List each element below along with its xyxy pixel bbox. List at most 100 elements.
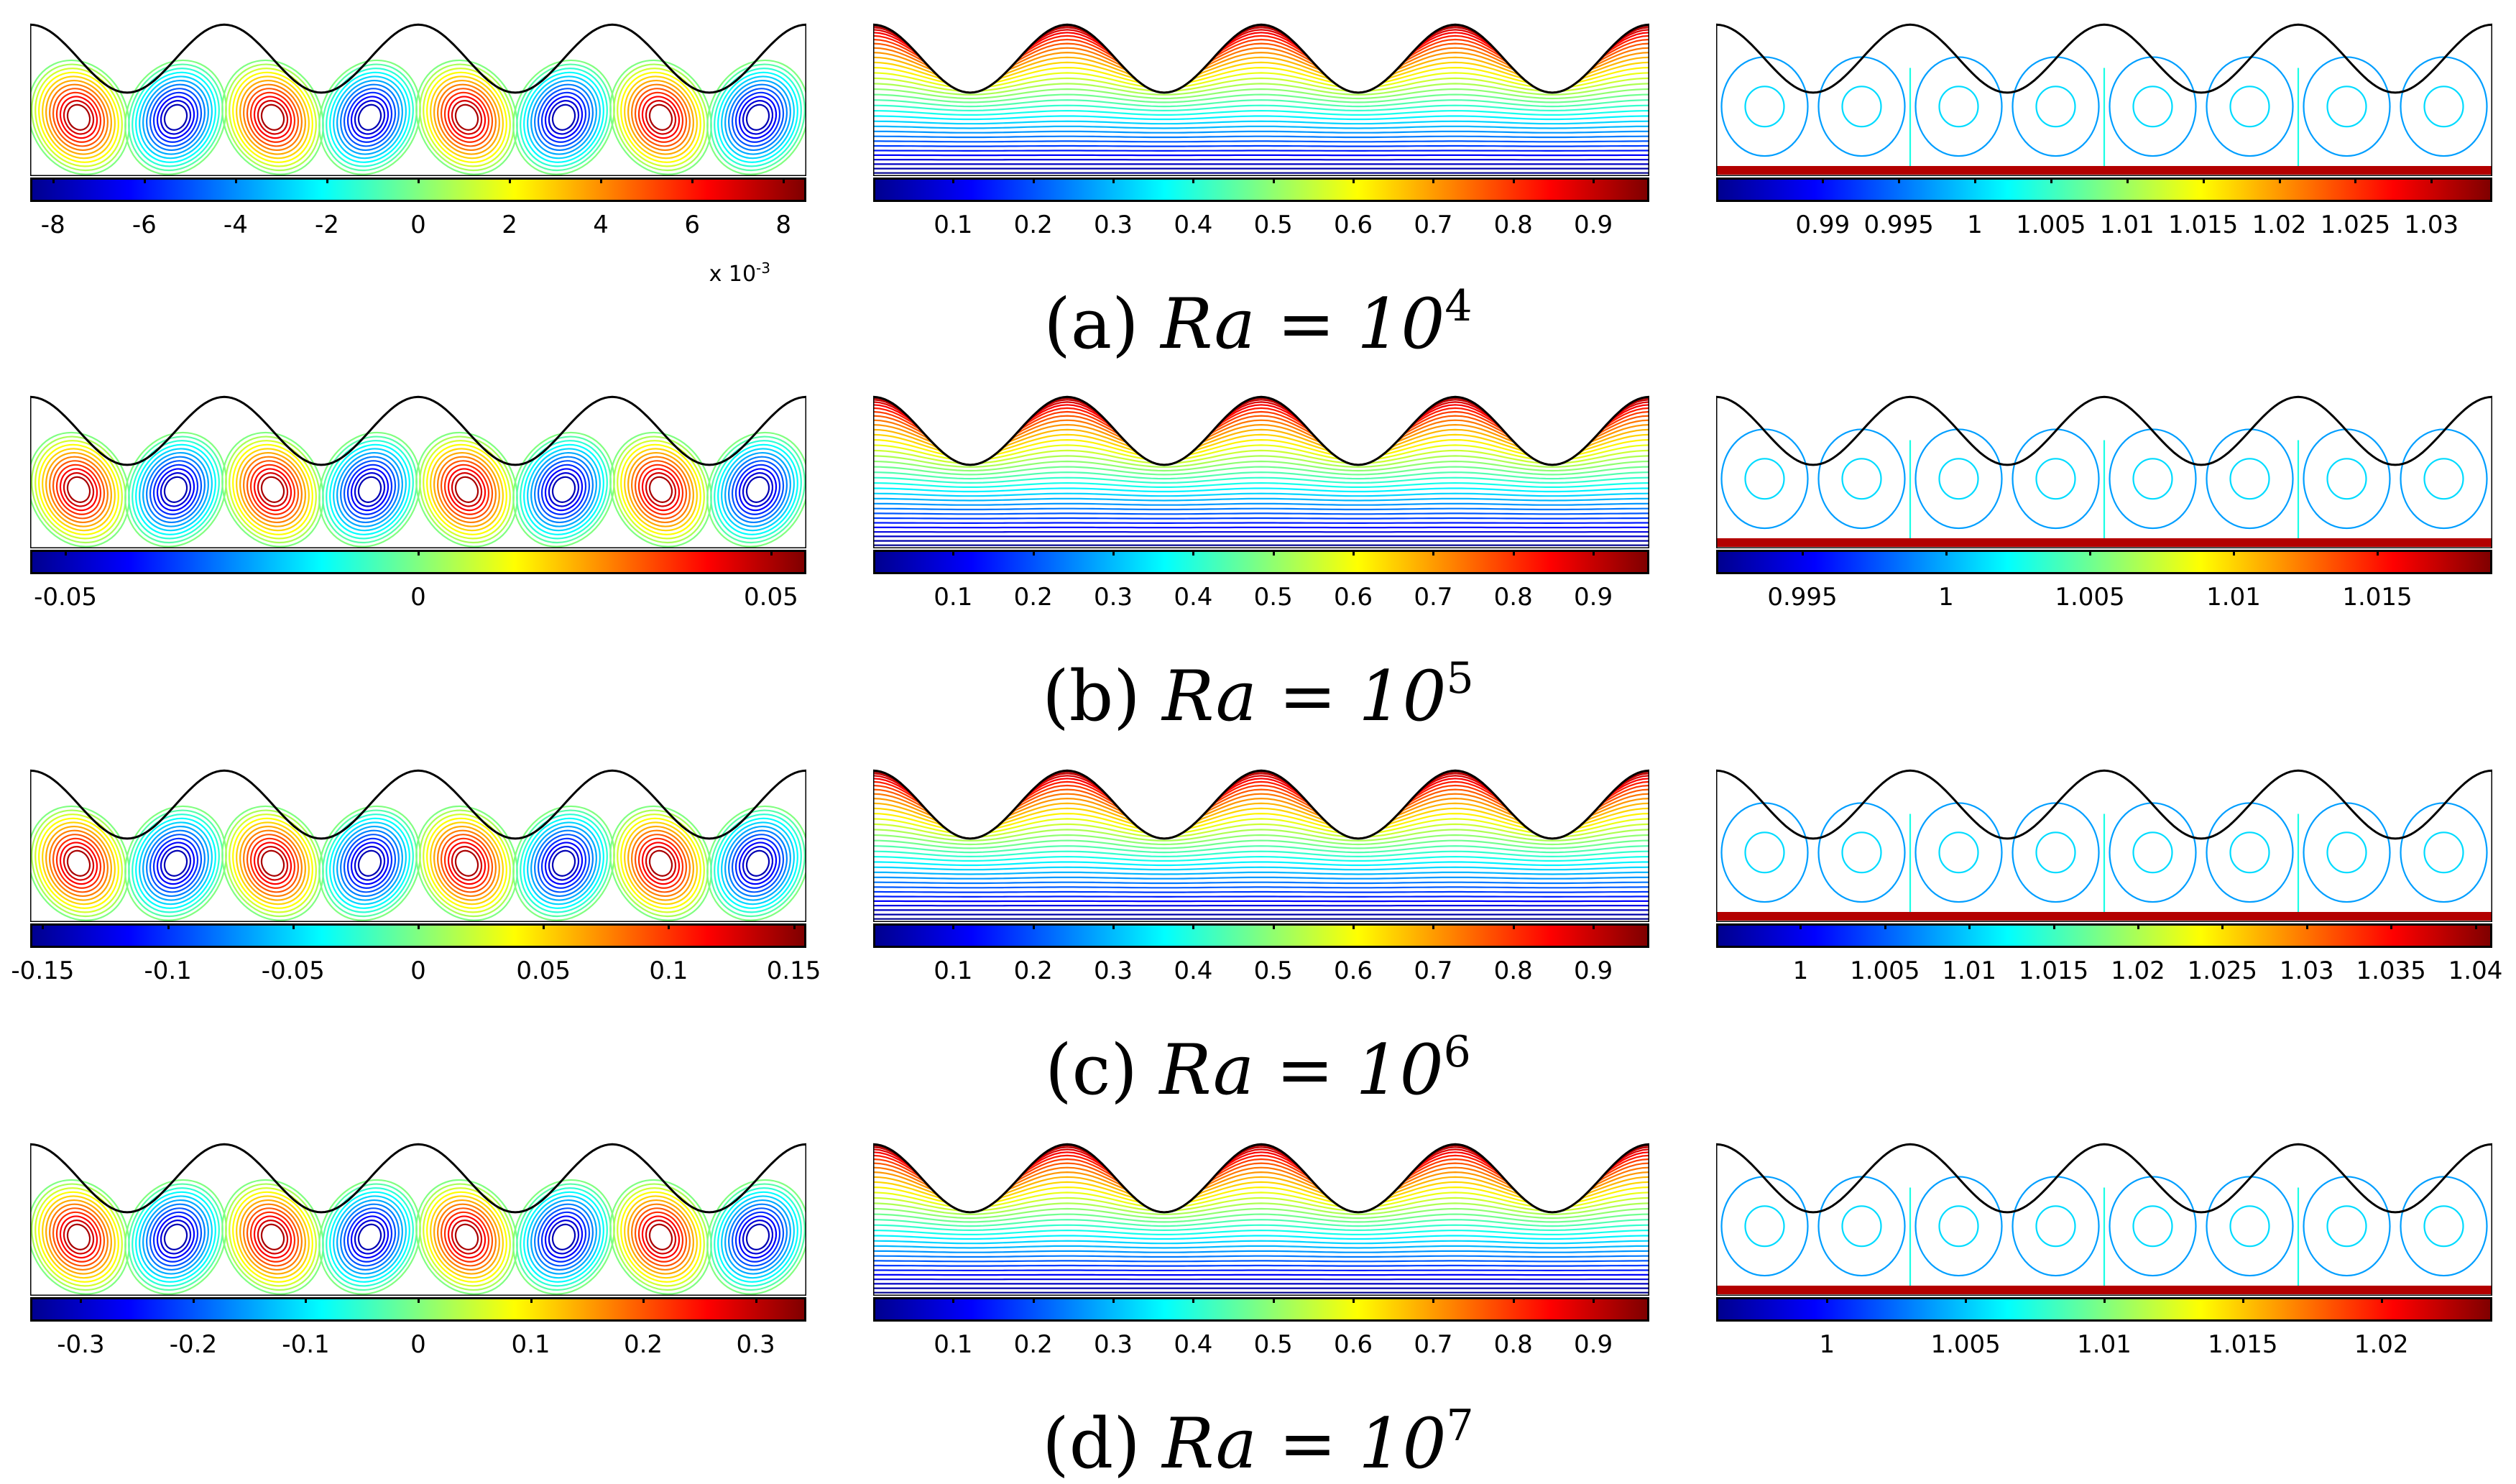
colorbar-tick-label: 0.1 [934, 1330, 973, 1359]
colorbar-tick-label: 0.2 [623, 1330, 663, 1359]
contour-lines [30, 431, 806, 548]
colorbar-tick-mark [2390, 923, 2393, 929]
colorbar-tick-label: 0.4 [1174, 957, 1213, 985]
colorbar-tick-label: 0.2 [1013, 583, 1053, 612]
contour-lines [873, 1143, 1649, 1294]
caption-label: (b) [1042, 656, 1141, 737]
caption-exponent: 6 [1443, 1027, 1471, 1077]
colorbar-tick-mark [2103, 1297, 2106, 1303]
caption-rayleigh: Ra = 10 [1161, 284, 1445, 364]
concentration-panel: 0.99 0.995 1 1.005 1.01 1.015 1.02 1.025 1.03 [1716, 22, 2492, 258]
cavity-outline [30, 23, 806, 176]
concentration-colorbar [1716, 178, 2492, 202]
colorbar-tick-mark [1432, 178, 1435, 183]
temperature-contour-plot [873, 1143, 1649, 1296]
colorbar-tick-label: 0.05 [744, 583, 798, 612]
colorbar-tick-mark [1112, 178, 1115, 183]
colorbar-tick-mark [1432, 923, 1435, 929]
colorbar-tick-mark [1192, 923, 1195, 929]
colorbar-tick-label: 0.1 [649, 957, 688, 985]
colorbar-tick-mark [1800, 923, 1802, 929]
temperature-contour-plot [873, 769, 1649, 922]
colorbar-tick-label: 0.7 [1414, 583, 1453, 612]
temperature-colorbar [873, 178, 1649, 202]
colorbar-tick-label: 0.4 [1174, 1330, 1213, 1359]
colorbar-tick-label: 1.03 [2404, 211, 2459, 239]
colorbar-tick-label: 1.015 [2018, 957, 2089, 985]
colorbar-tick-label: 0.4 [1174, 211, 1213, 239]
colorbar-tick-mark [1432, 550, 1435, 556]
colorbar-tick-mark [2474, 923, 2477, 929]
cavity-outline [30, 395, 806, 548]
colorbar-tick-label: 1.015 [2208, 1330, 2278, 1359]
colorbar-tick-label: -0.1 [144, 957, 192, 985]
temperature-colorbar [873, 1297, 1649, 1322]
colorbar-tick-label: -6 [132, 211, 157, 239]
colorbar-tick-mark [2430, 178, 2433, 183]
row-caption: (c) Ra = 106 [0, 1027, 2516, 1110]
temperature-panel: 0.1 0.2 0.3 0.4 0.5 0.6 0.7 0.8 0.9 [873, 768, 1649, 1004]
colorbar-tick-mark [192, 1297, 195, 1303]
temperature-contour-plot [873, 395, 1649, 548]
cavity-outline [1716, 23, 2492, 176]
colorbar-tick-label: 0.7 [1414, 211, 1453, 239]
colorbar-tick-label: 1 [1938, 583, 1954, 612]
colorbar-tick-label: 0.2 [1013, 1330, 1053, 1359]
colorbar-tick-mark [509, 178, 512, 183]
colorbar-tick-label: 0.1 [934, 211, 973, 239]
colorbar-tick-mark [2126, 178, 2129, 183]
colorbar-tick-mark [2278, 178, 2281, 183]
colorbar-tick-label: -0.2 [169, 1330, 218, 1359]
colorbar-tick-label: 0.995 [1767, 583, 1838, 612]
colorbar-tick-mark [770, 550, 773, 556]
contour-lines [873, 396, 1649, 546]
colorbar-tick-label: 0.3 [1093, 1330, 1133, 1359]
cavity-outline [1716, 1143, 2492, 1296]
colorbar-tick-label: 0.6 [1333, 583, 1373, 612]
colorbar-tick-label: 0.4 [1174, 583, 1213, 612]
colorbar-tick-mark [1032, 178, 1035, 183]
colorbar-tick-mark [2305, 923, 2308, 929]
colorbar-tick-mark [1593, 550, 1595, 556]
caption-rayleigh: Ra = 10 [1162, 656, 1447, 737]
colorbar-tick-label: 0.6 [1333, 1330, 1373, 1359]
temperature-panel: 0.1 0.2 0.3 0.4 0.5 0.6 0.7 0.8 0.9 [873, 1141, 1649, 1378]
colorbar-tick-label: 1 [1819, 1330, 1835, 1359]
colorbar-tick-mark [668, 923, 671, 929]
cavity-outline [873, 23, 1649, 176]
colorbar-tick-label: 0 [410, 1330, 426, 1359]
streamfunction-colorbar [30, 178, 806, 202]
colorbar-tick-label: 0.3 [1093, 211, 1133, 239]
colorbar-tick-mark [1512, 1297, 1515, 1303]
streamfunction-contour-plot [30, 769, 806, 922]
colorbar-tick-mark [1032, 923, 1035, 929]
colorbar-tick-mark [418, 550, 420, 556]
colorbar-tick-label: 0.9 [1574, 1330, 1613, 1359]
colorbar-tick-label: 0.8 [1493, 1330, 1533, 1359]
caption-exponent: 5 [1446, 653, 1474, 704]
colorbar-tick-mark [1512, 923, 1515, 929]
colorbar-tick-label: 0.8 [1493, 583, 1533, 612]
colorbar-tick-label: 0.2 [1013, 957, 1053, 985]
colorbar-tick-label: -0.15 [11, 957, 75, 985]
concentration-contour-plot [1716, 1143, 2492, 1296]
streamfunction-panel: -0.15 -0.1 -0.05 0 0.05 0.1 0.15 [11, 768, 821, 1004]
colorbar-tick-mark [418, 178, 420, 183]
colorbar-tick-mark [234, 178, 237, 183]
colorbar-tick-mark [1032, 1297, 1035, 1303]
colorbar-tick-label: 0.1 [934, 583, 973, 612]
colorbar-tick-mark [292, 923, 295, 929]
colorbar-tick-mark [952, 178, 955, 183]
colorbar-tick-mark [1192, 1297, 1195, 1303]
colorbar-tick-mark [1353, 550, 1355, 556]
concentration-panel: 1 1.005 1.01 1.015 1.02 1.025 1.03 1.035 1.04 [1716, 768, 2502, 1004]
contour-lines [1716, 802, 2492, 921]
colorbar-tick-label: 0.8 [1493, 957, 1533, 985]
colorbar-tick-mark [1192, 550, 1195, 556]
colorbar-tick-label: 0.1 [934, 957, 973, 985]
colorbar-multiplier: x 10-3 [709, 259, 770, 287]
colorbar-tick-mark [2221, 923, 2224, 929]
colorbar-tick-label: 6 [684, 211, 700, 239]
colorbar-tick-mark [1353, 1297, 1355, 1303]
colorbar-tick-mark [2354, 178, 2357, 183]
